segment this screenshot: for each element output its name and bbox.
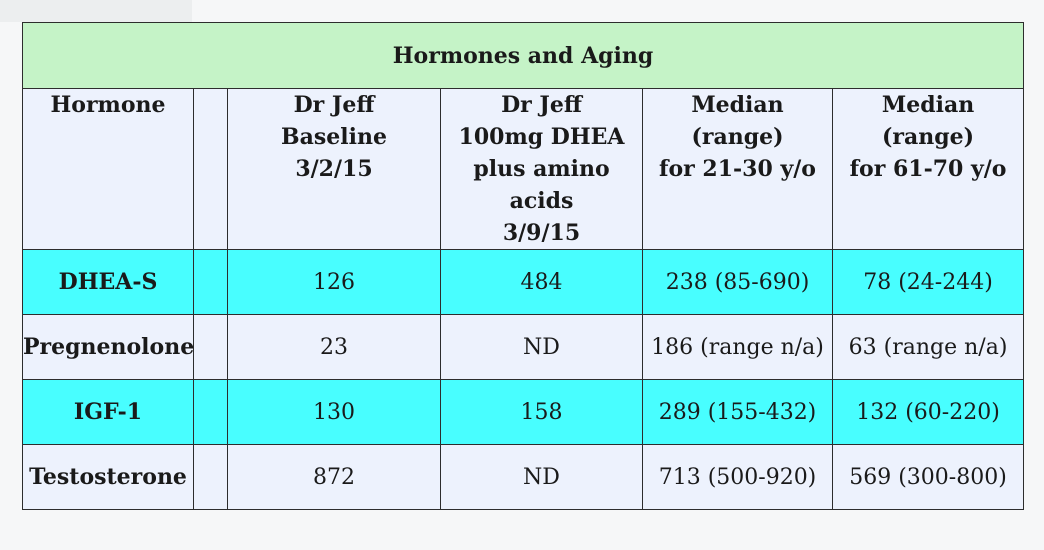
- median-21-30-value: 238 (85-690): [642, 249, 833, 315]
- header-spacer: [193, 88, 228, 250]
- dhea-value: ND: [440, 314, 643, 380]
- table-row: IGF-1 130 158 289 (155-432) 132 (60-220): [22, 379, 1025, 445]
- spacer-cell: [193, 379, 228, 445]
- header-line: for 21-30 y/o: [659, 156, 816, 182]
- header-dhea: Dr Jeff 100mg DHEA plus amino acids 3/9/…: [440, 88, 643, 250]
- spacer-cell: [193, 314, 228, 380]
- header-line: Dr Jeff: [501, 92, 582, 118]
- title-row: Hormones and Aging: [21, 22, 1025, 89]
- header-line: 100mg DHEA: [458, 124, 625, 150]
- hormone-name: Pregnenolone: [22, 314, 194, 380]
- header-median-61-70: Median (range) for 61-70 y/o: [831, 88, 1025, 250]
- baseline-value: 23: [227, 314, 441, 380]
- hormone-name: Testosterone: [22, 444, 194, 510]
- header-line: Baseline: [281, 124, 387, 150]
- dhea-value: 158: [440, 379, 643, 445]
- median-61-70-value: 569 (300-800): [831, 444, 1025, 510]
- hormone-name: DHEA-S: [22, 249, 194, 315]
- spacer-cell: [193, 249, 228, 315]
- corner-shadow: [0, 0, 192, 22]
- table-title: Hormones and Aging: [21, 22, 1025, 89]
- header-line: plus amino acids: [473, 156, 610, 214]
- header-line: Dr Jeff: [293, 92, 375, 118]
- hormones-table: Hormones and Aging Hormone Dr Jeff Basel…: [21, 22, 1025, 510]
- header-line: 3/2/15: [295, 156, 373, 182]
- header-row: Hormone Dr Jeff Baseline 3/2/15 Dr Jeff …: [22, 88, 1025, 250]
- baseline-value: 872: [227, 444, 441, 510]
- dhea-value: 484: [440, 249, 643, 315]
- header-line: Median (range): [691, 92, 784, 150]
- hormone-name: IGF-1: [22, 379, 194, 445]
- median-61-70-value: 63 (range n/a): [831, 314, 1025, 380]
- baseline-value: 130: [227, 379, 441, 445]
- table-row: Pregnenolone 23 ND 186 (range n/a) 63 (r…: [22, 314, 1025, 380]
- median-21-30-value: 289 (155-432): [642, 379, 833, 445]
- dhea-value: ND: [440, 444, 643, 510]
- header-line: for 61-70 y/o: [849, 156, 1007, 182]
- median-21-30-value: 713 (500-920): [642, 444, 833, 510]
- header-line: 3/9/15: [502, 220, 581, 246]
- header-baseline: Dr Jeff Baseline 3/2/15: [227, 88, 441, 250]
- median-61-70-value: 132 (60-220): [831, 379, 1025, 445]
- header-line: Median (range): [881, 92, 975, 150]
- baseline-value: 126: [227, 249, 441, 315]
- header-median-21-30: Median (range) for 21-30 y/o: [642, 88, 833, 250]
- header-hormone: Hormone: [22, 88, 194, 250]
- median-61-70-value: 78 (24-244): [831, 249, 1025, 315]
- median-21-30-value: 186 (range n/a): [642, 314, 833, 380]
- table-row: Testosterone 872 ND 713 (500-920) 569 (3…: [22, 444, 1025, 510]
- table-row: DHEA-S 126 484 238 (85-690) 78 (24-244): [22, 249, 1025, 315]
- spacer-cell: [193, 444, 228, 510]
